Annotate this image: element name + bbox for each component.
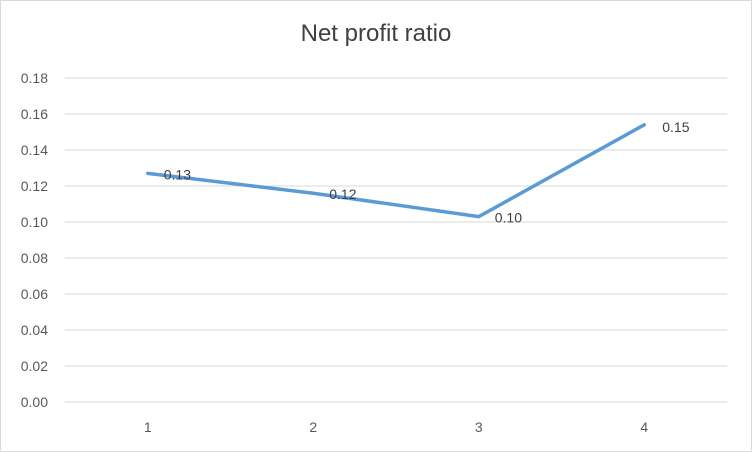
data-label: 0.10	[495, 210, 522, 226]
y-tick-label: 0.16	[21, 106, 48, 122]
y-tick-label: 0.02	[21, 358, 48, 374]
y-tick-label: 0.00	[21, 394, 48, 410]
y-tick-label: 0.06	[21, 286, 48, 302]
data-label: 0.15	[662, 119, 689, 135]
data-label: 0.12	[329, 186, 356, 202]
x-tick-label: 4	[640, 419, 648, 435]
y-tick-label: 0.04	[21, 322, 48, 338]
y-tick-label: 0.08	[21, 250, 48, 266]
y-tick-label: 0.18	[21, 70, 48, 86]
chart-title: Net profit ratio	[300, 20, 452, 47]
x-tick-label: 3	[475, 419, 483, 435]
gridlines	[65, 77, 727, 403]
y-axis-tick-labels: 0.00 0.02 0.04 0.06 0.08 0.10 0.12 0.14 0.16 0.18	[21, 70, 48, 410]
x-tick-label: 2	[309, 419, 317, 435]
x-tick-label: 1	[144, 419, 152, 435]
y-tick-label: 0.14	[21, 142, 48, 158]
data-label: 0.13	[164, 166, 191, 182]
y-tick-label: 0.12	[21, 178, 48, 194]
series	[146, 123, 646, 219]
y-tick-label: 0.10	[21, 214, 48, 230]
series-line	[146, 123, 646, 219]
x-axis-tick-labels: 1 2 3 4	[144, 419, 649, 435]
data-labels: 0.13 0.12 0.10 0.15	[164, 119, 690, 226]
